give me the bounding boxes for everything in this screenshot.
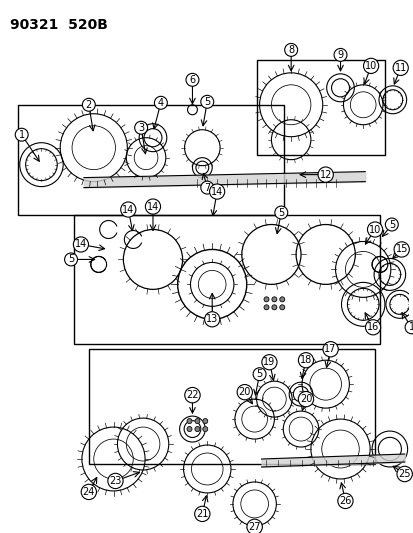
Text: 15: 15: [394, 245, 407, 254]
Text: 4: 4: [157, 98, 164, 108]
Circle shape: [187, 426, 192, 432]
Text: 5: 5: [388, 220, 394, 230]
Circle shape: [195, 418, 199, 424]
Circle shape: [263, 305, 268, 310]
Text: 1: 1: [19, 130, 25, 140]
Circle shape: [195, 426, 199, 432]
Text: 5: 5: [204, 97, 210, 107]
Text: 11: 11: [394, 63, 406, 73]
Text: 23: 23: [109, 476, 121, 486]
Text: 6: 6: [189, 75, 195, 85]
Text: 10: 10: [364, 61, 376, 71]
Text: 18: 18: [299, 355, 311, 365]
Circle shape: [187, 418, 192, 424]
Text: 90321  520B: 90321 520B: [10, 18, 107, 32]
Text: 25: 25: [397, 469, 410, 479]
Text: 20: 20: [238, 387, 250, 397]
Text: 27: 27: [248, 522, 260, 532]
Text: 20: 20: [299, 394, 311, 404]
Circle shape: [279, 297, 284, 302]
Text: 16: 16: [366, 322, 378, 332]
Text: 22: 22: [186, 390, 198, 400]
Text: 13: 13: [206, 314, 218, 324]
Text: 10: 10: [368, 224, 380, 235]
Text: 5: 5: [256, 369, 262, 379]
Text: 3: 3: [138, 123, 144, 133]
Text: 5: 5: [68, 254, 74, 264]
Text: 1: 1: [408, 322, 413, 332]
Text: 14: 14: [147, 201, 159, 212]
Circle shape: [279, 305, 284, 310]
Text: 5: 5: [278, 207, 284, 217]
Text: 12: 12: [319, 169, 331, 180]
Text: 9: 9: [337, 50, 343, 60]
Text: 8: 8: [287, 45, 294, 55]
Text: 24: 24: [83, 487, 95, 497]
Text: 17: 17: [324, 344, 336, 354]
Text: 14: 14: [75, 239, 87, 249]
Text: 2: 2: [85, 100, 92, 110]
Circle shape: [263, 297, 268, 302]
Circle shape: [202, 426, 207, 432]
Circle shape: [202, 418, 207, 424]
Text: 14: 14: [122, 205, 134, 215]
Text: 7: 7: [204, 183, 210, 192]
Circle shape: [271, 297, 276, 302]
Text: 19: 19: [263, 357, 275, 367]
Text: 26: 26: [338, 496, 351, 506]
Circle shape: [271, 305, 276, 310]
Text: 21: 21: [196, 509, 208, 519]
Text: 14: 14: [211, 187, 223, 197]
